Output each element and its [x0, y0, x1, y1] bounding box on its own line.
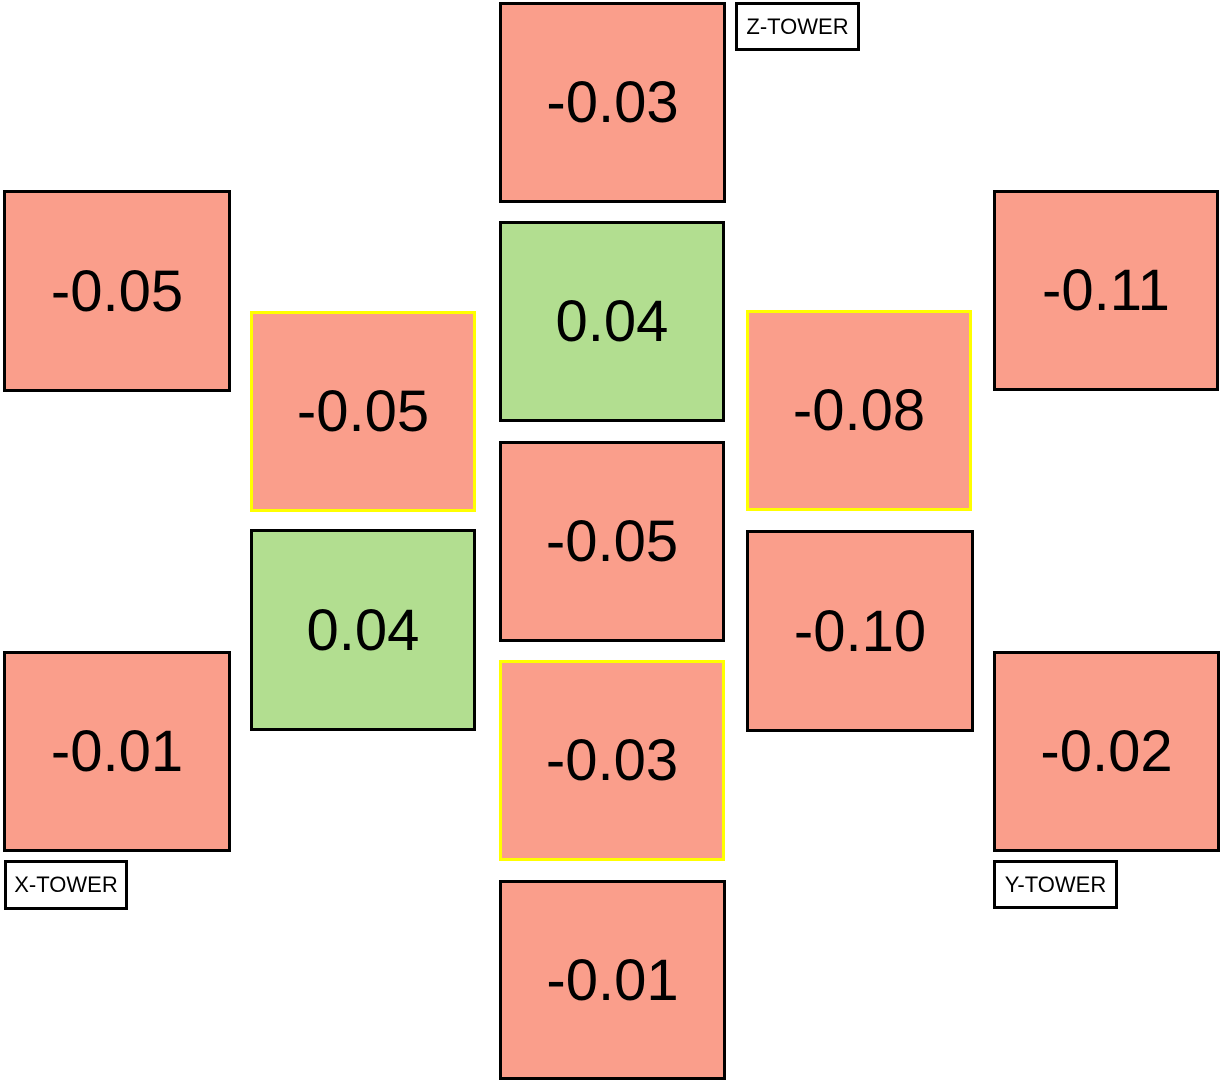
probe-cell-bottom-inner: -0.03 — [499, 660, 725, 861]
probe-cell-value: 0.04 — [555, 289, 669, 354]
probe-cell-value: -0.05 — [296, 379, 430, 444]
probe-cell-right-inner-top: -0.08 — [746, 310, 972, 511]
probe-cell-value: -0.01 — [546, 947, 679, 1013]
probe-cell-value: -0.11 — [1042, 258, 1170, 323]
probe-cell-value: -0.01 — [50, 719, 184, 784]
probe-cell-left-inner-top: -0.05 — [250, 311, 476, 512]
probe-cell-left-inner-bottom: 0.04 — [250, 529, 476, 731]
probe-cell-value: -0.02 — [1040, 719, 1173, 784]
probe-cell-value: -0.05 — [545, 509, 679, 574]
probe-cell-right-inner-bottom: -0.10 — [746, 530, 974, 732]
probe-cell-left-outer-top: -0.05 — [3, 190, 231, 392]
probe-cell-right-outer-bottom: -0.02 — [993, 651, 1220, 852]
probe-cell-bottom-outer: -0.01 — [499, 880, 726, 1080]
tower-label-x: X-TOWER — [4, 860, 128, 910]
tower-label-y: Y-TOWER — [993, 860, 1118, 909]
probe-cell-right-outer-top: -0.11 — [993, 190, 1219, 391]
probe-cell-value: -0.05 — [50, 258, 184, 324]
probe-cell-value: 0.04 — [306, 597, 420, 663]
probe-cell-value: -0.10 — [793, 598, 927, 664]
probe-cell-top-inner: 0.04 — [499, 221, 725, 422]
probe-cell-left-outer-bottom: -0.01 — [3, 651, 231, 852]
probe-cell-center: -0.05 — [499, 441, 725, 642]
probe-cell-value: -0.08 — [792, 378, 926, 443]
probe-cell-value: -0.03 — [545, 728, 679, 793]
tower-label-z: Z-TOWER — [735, 2, 860, 51]
probe-cell-top-outer: -0.03 — [499, 2, 726, 203]
probe-cell-value: -0.03 — [546, 70, 679, 135]
